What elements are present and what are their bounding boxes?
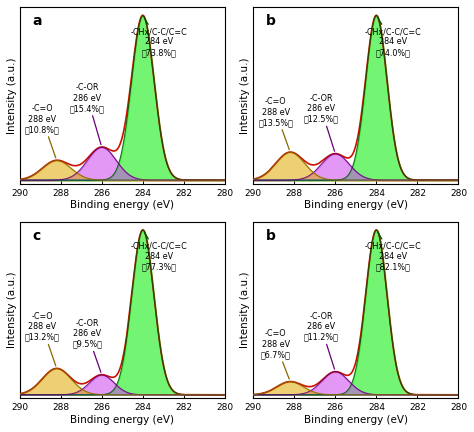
Text: -CHx/C-C/C=C
284 eV
（77.3%）: -CHx/C-C/C=C 284 eV （77.3%） bbox=[131, 232, 188, 271]
Y-axis label: Intensity (a.u.): Intensity (a.u.) bbox=[240, 272, 250, 348]
Text: -C=O
288 eV
（13.5%）: -C=O 288 eV （13.5%） bbox=[258, 97, 293, 149]
Text: -CHx/C-C/C=C
284 eV
（74.0%）: -CHx/C-C/C=C 284 eV （74.0%） bbox=[365, 18, 421, 57]
Text: -CHx/C-C/C=C
284 eV
（73.8%）: -CHx/C-C/C=C 284 eV （73.8%） bbox=[131, 18, 188, 57]
X-axis label: Binding energy (eV): Binding energy (eV) bbox=[70, 415, 174, 425]
Text: -C=O
288 eV
（13.2%）: -C=O 288 eV （13.2%） bbox=[25, 312, 60, 366]
Text: a: a bbox=[32, 14, 42, 28]
Text: c: c bbox=[32, 229, 40, 243]
Text: -C-OR
286 eV
（11.2%）: -C-OR 286 eV （11.2%） bbox=[303, 312, 338, 369]
X-axis label: Binding energy (eV): Binding energy (eV) bbox=[70, 200, 174, 210]
X-axis label: Binding energy (eV): Binding energy (eV) bbox=[304, 200, 408, 210]
Text: b: b bbox=[265, 229, 275, 243]
Y-axis label: Intensity (a.u.): Intensity (a.u.) bbox=[7, 57, 17, 133]
Text: -C-OR
286 eV
（15.4%）: -C-OR 286 eV （15.4%） bbox=[70, 83, 105, 145]
Text: -C-OR
286 eV
（12.5%）: -C-OR 286 eV （12.5%） bbox=[303, 94, 338, 151]
Text: b: b bbox=[265, 14, 275, 28]
X-axis label: Binding energy (eV): Binding energy (eV) bbox=[304, 415, 408, 425]
Text: -C=O
288 eV
（10.8%）: -C=O 288 eV （10.8%） bbox=[25, 104, 60, 158]
Text: -CHx/C-C/C=C
284 eV
（82.1%）: -CHx/C-C/C=C 284 eV （82.1%） bbox=[365, 232, 421, 271]
Text: -C-OR
286 eV
（9.5%）: -C-OR 286 eV （9.5%） bbox=[73, 319, 102, 372]
Text: -C=O
288 eV
（6.7%）: -C=O 288 eV （6.7%） bbox=[261, 329, 291, 379]
Y-axis label: Intensity (a.u.): Intensity (a.u.) bbox=[7, 272, 17, 348]
Y-axis label: Intensity (a.u.): Intensity (a.u.) bbox=[240, 57, 250, 133]
